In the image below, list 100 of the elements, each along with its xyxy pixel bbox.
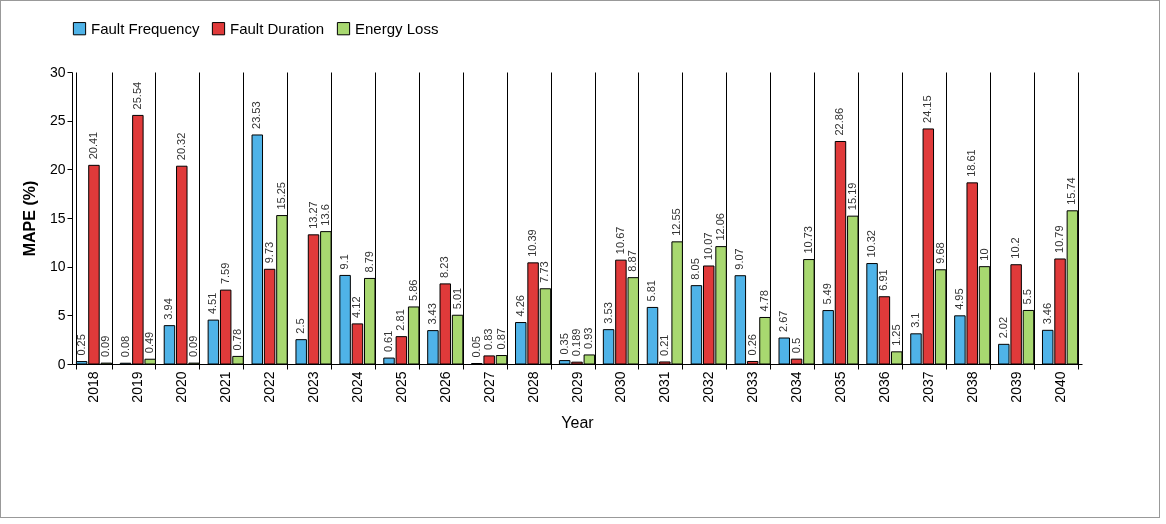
data-label: 5.49 bbox=[821, 283, 834, 305]
x-tick-label: 2028 bbox=[524, 371, 541, 403]
data-label: 23.53 bbox=[250, 101, 263, 129]
data-label: 0.49 bbox=[143, 331, 156, 354]
data-label: 2.02 bbox=[996, 316, 1009, 339]
data-label: 10 bbox=[977, 248, 990, 261]
data-label: 4.95 bbox=[952, 288, 965, 310]
x-tick-label: 2032 bbox=[700, 371, 717, 403]
y-tick-label: 10 bbox=[49, 258, 66, 275]
x-tick-label: 2022 bbox=[261, 371, 278, 403]
data-label: 20.32 bbox=[174, 132, 187, 161]
data-label: 2.5 bbox=[294, 318, 307, 334]
y-tick-label: 5 bbox=[57, 306, 66, 323]
data-label: 9.68 bbox=[933, 242, 946, 264]
data-label: 5.86 bbox=[406, 279, 419, 301]
data-label: 5.81 bbox=[645, 280, 658, 302]
data-label: 0.21 bbox=[657, 334, 670, 356]
data-label: 12.55 bbox=[670, 208, 683, 236]
y-axis-title: MAPE (%) bbox=[20, 180, 38, 257]
y-tick-label: 0 bbox=[57, 355, 66, 372]
data-label: 4.26 bbox=[513, 295, 526, 317]
x-tick-label: 2033 bbox=[744, 371, 761, 403]
data-label: 0.5 bbox=[789, 337, 802, 354]
data-label: 3.1 bbox=[908, 312, 921, 328]
data-label: 20.41 bbox=[86, 131, 99, 160]
data-label: 7.59 bbox=[218, 262, 231, 285]
data-label: 8.23 bbox=[438, 256, 451, 278]
data-label: 22.86 bbox=[833, 107, 846, 136]
data-label: 8.05 bbox=[689, 258, 702, 280]
data-label: 12.06 bbox=[714, 213, 727, 241]
data-label: 0.83 bbox=[482, 328, 495, 350]
data-label: 0.87 bbox=[494, 328, 507, 350]
x-tick-label: 2036 bbox=[875, 371, 892, 403]
data-label: 3.53 bbox=[601, 302, 614, 324]
data-label: 2.67 bbox=[777, 310, 790, 333]
data-label: 0.26 bbox=[745, 334, 758, 356]
data-label: 6.91 bbox=[877, 269, 890, 291]
data-label: 4.51 bbox=[206, 292, 219, 315]
y-tick-label: 20 bbox=[49, 160, 66, 177]
x-tick-label: 2027 bbox=[480, 371, 497, 403]
x-tick-label: 2040 bbox=[1051, 371, 1068, 403]
data-label: 25.54 bbox=[130, 81, 143, 110]
data-label: 9.1 bbox=[338, 254, 351, 270]
data-label: 10.2 bbox=[1009, 237, 1022, 259]
data-label: 9.73 bbox=[262, 241, 275, 264]
x-tick-label: 2039 bbox=[1007, 371, 1024, 403]
data-label: 24.15 bbox=[921, 95, 934, 123]
data-label: 5.01 bbox=[450, 287, 463, 310]
data-label: 0.08 bbox=[118, 335, 131, 358]
data-label: 0.93 bbox=[582, 327, 595, 349]
data-label: 0.09 bbox=[99, 335, 112, 358]
data-label: 0.189 bbox=[570, 328, 582, 357]
x-tick-label: 2038 bbox=[963, 371, 980, 403]
x-tick-label: 2023 bbox=[305, 371, 322, 403]
data-label: 1.25 bbox=[889, 324, 902, 346]
legend-label: Fault Duration bbox=[230, 19, 325, 37]
data-label: 0.35 bbox=[557, 333, 570, 355]
data-label: 3.43 bbox=[425, 303, 438, 325]
x-tick-label: 2019 bbox=[129, 371, 146, 403]
x-tick-label: 2020 bbox=[173, 371, 190, 403]
data-label: 10.32 bbox=[865, 230, 878, 258]
data-label: 10.39 bbox=[526, 229, 539, 257]
data-label: 3.46 bbox=[1040, 302, 1053, 325]
data-label: 15.19 bbox=[845, 182, 858, 211]
legend-label: Fault Frequency bbox=[91, 19, 200, 37]
data-label: 10.67 bbox=[613, 226, 626, 255]
x-axis-title: Year bbox=[561, 413, 595, 431]
legend-label: Energy Loss bbox=[355, 19, 439, 37]
data-label: 4.78 bbox=[757, 290, 770, 312]
data-label: 0.09 bbox=[187, 335, 200, 358]
x-tick-label: 2025 bbox=[392, 371, 409, 403]
x-tick-label: 2037 bbox=[919, 371, 936, 403]
data-label: 10.73 bbox=[801, 226, 814, 254]
data-label: 10.79 bbox=[1053, 225, 1066, 253]
data-label: 7.73 bbox=[538, 261, 551, 283]
y-tick-label: 25 bbox=[49, 112, 66, 129]
x-tick-label: 2029 bbox=[568, 371, 585, 403]
data-label: 0.05 bbox=[469, 336, 482, 358]
data-label: 8.79 bbox=[362, 251, 375, 273]
data-label: 0.78 bbox=[231, 328, 244, 351]
data-label: 18.61 bbox=[965, 149, 978, 177]
x-tick-label: 2031 bbox=[656, 371, 673, 403]
x-tick-label: 2030 bbox=[612, 371, 629, 403]
data-label: 13.27 bbox=[306, 201, 319, 229]
data-label: 10.07 bbox=[701, 232, 714, 260]
x-tick-label: 2024 bbox=[348, 371, 365, 403]
y-tick-label: 15 bbox=[49, 209, 66, 226]
data-label: 9.07 bbox=[733, 248, 746, 270]
data-label: 5.5 bbox=[1021, 289, 1034, 305]
x-tick-label: 2021 bbox=[217, 371, 234, 403]
data-label: 15.74 bbox=[1065, 177, 1078, 205]
data-label: 2.81 bbox=[394, 309, 407, 331]
x-tick-label: 2018 bbox=[85, 371, 102, 403]
data-label: 15.25 bbox=[274, 182, 287, 210]
x-tick-label: 2034 bbox=[788, 371, 805, 403]
data-label: 0.25 bbox=[74, 334, 87, 356]
y-tick-label: 30 bbox=[49, 63, 66, 80]
data-label: 8.87 bbox=[626, 250, 639, 272]
x-tick-label: 2035 bbox=[831, 371, 848, 403]
data-label: 3.94 bbox=[162, 298, 175, 320]
